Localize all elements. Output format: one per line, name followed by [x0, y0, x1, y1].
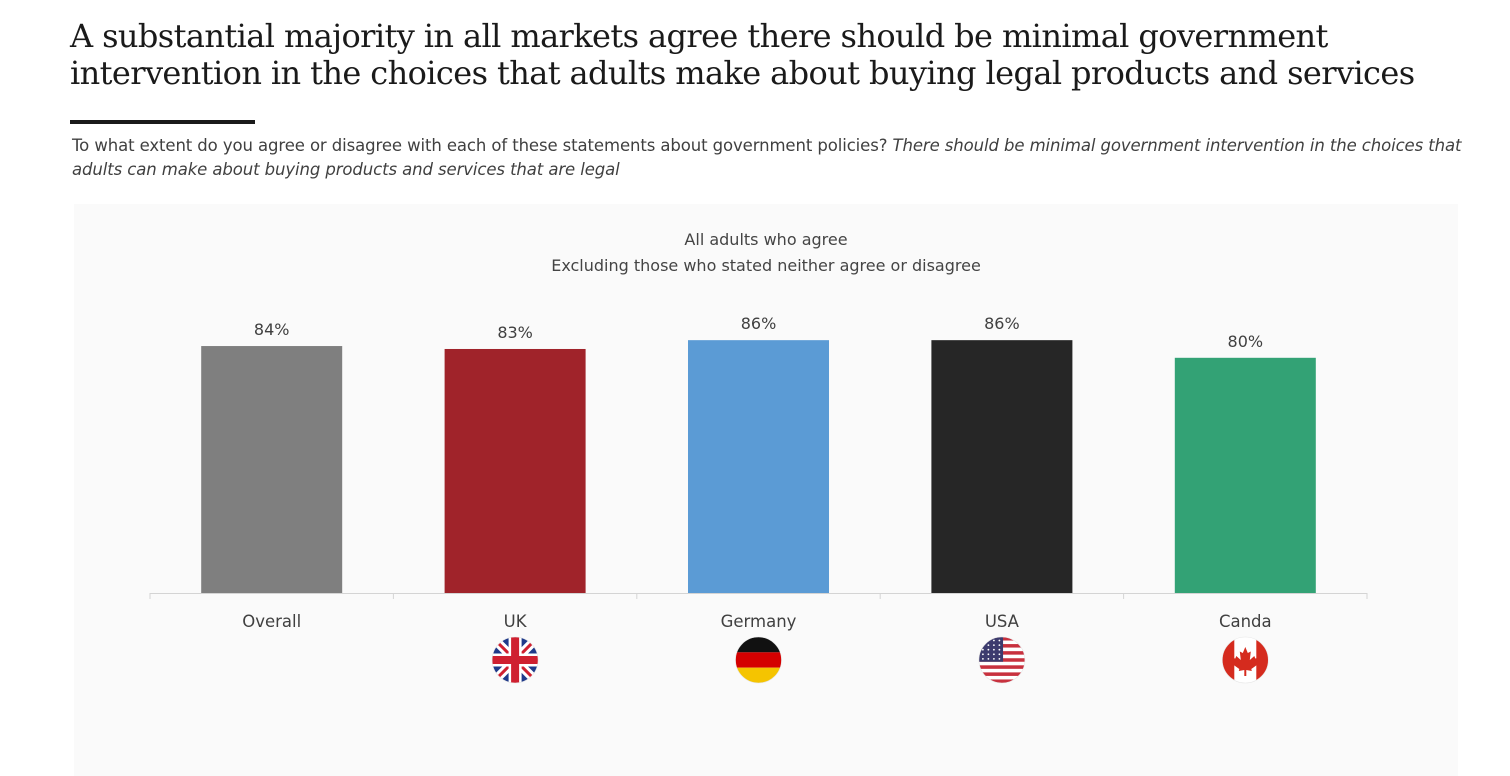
data-label: 84%: [254, 320, 290, 339]
germany-flag-icon: [735, 636, 782, 684]
uk-flag-icon: [491, 636, 539, 684]
survey-question: To what extent do you agree or disagree …: [72, 134, 1472, 182]
title-rule: [70, 120, 255, 124]
data-label: 80%: [1228, 332, 1264, 351]
x-tick-label: Germany: [721, 612, 797, 631]
bar-chart: 84% 83% 86% 86% 80% Overall UK Germany USA Canda: [149, 314, 1368, 684]
question-statement: There should be minimal government inter…: [72, 136, 1462, 179]
chart-title: All adults who agree: [684, 230, 848, 249]
x-tick-label: Canda: [1219, 612, 1272, 631]
usa-flag-icon: [978, 636, 1026, 684]
canada-flag-icon: [1222, 636, 1269, 684]
bar-usa: [931, 340, 1073, 593]
x-tick-label: UK: [504, 612, 528, 631]
chart-subtitle: Excluding those who stated neither agree…: [551, 256, 981, 275]
bar-germany: [688, 340, 829, 593]
x-tick-label: USA: [985, 612, 1020, 631]
headline: A substantial majority in all markets ag…: [70, 17, 1415, 92]
data-label: 86%: [984, 314, 1020, 333]
bar-overall: [201, 346, 343, 593]
bar-canda: [1174, 357, 1316, 593]
bar-uk: [444, 348, 586, 593]
data-label: 86%: [741, 314, 777, 333]
question-prefix: To what extent do you agree or disagree …: [72, 136, 888, 155]
chart-panel: All adults who agree Excluding those who…: [74, 204, 1458, 776]
x-tick-label: Overall: [242, 612, 301, 631]
data-label: 83%: [497, 323, 533, 342]
